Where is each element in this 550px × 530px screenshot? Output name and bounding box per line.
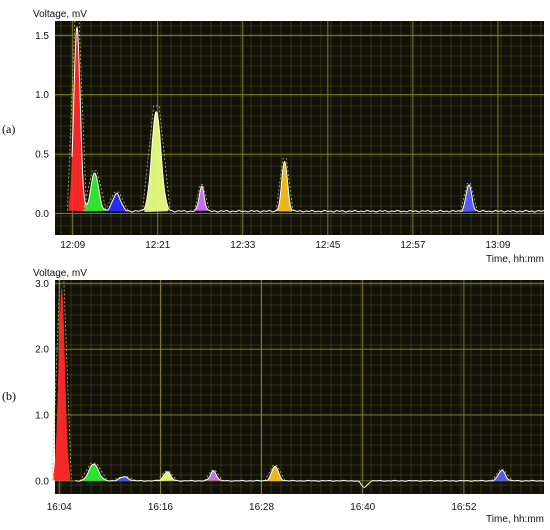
peak-area [106, 193, 127, 212]
peak-envelope [142, 105, 171, 212]
peak-envelope [67, 15, 87, 212]
peak-area [205, 470, 222, 481]
y-tick-label: 1.0 [35, 410, 49, 421]
panel-a-signal-line [71, 25, 544, 213]
y-tick-label: 2.0 [35, 345, 49, 356]
panel-b-y-ticks: 0.0 1.0 2.0 3.0 [35, 279, 49, 488]
x-tick-label: 12:57 [400, 240, 425, 251]
panel-b-xlabel: Time, hh:mm [486, 514, 544, 525]
x-tick-label: 16:52 [451, 502, 476, 513]
panel-b-signal-line [75, 463, 544, 488]
peak-area [195, 186, 209, 211]
panel-b-label: (b) [2, 389, 16, 403]
peak-envelope [51, 276, 72, 481]
panel-b: Voltage, mV (b) 0.01.02.03.0 16:04 16:16 1… [2, 268, 544, 525]
peak-area [84, 173, 105, 212]
y-tick-label: 0.0 [35, 209, 49, 220]
peak-envelope [82, 170, 107, 212]
panel-b-plot-area [55, 280, 544, 494]
peak-area [144, 111, 169, 212]
panel-a-y-ticks: 0.0 0.5 1.0 1.5 [35, 31, 49, 220]
panel-b-x-ticks: 16:04 16:16 16:28 16:40 16:52 [47, 502, 477, 513]
x-tick-label: 16:16 [148, 502, 173, 513]
y-tick-label: 1.5 [35, 31, 49, 42]
panel-a-peak-fills [68, 27, 477, 212]
peak-area [53, 288, 71, 481]
peak-area [266, 466, 284, 482]
x-tick-label: 13:09 [485, 240, 510, 251]
peak-area [277, 161, 292, 212]
y-tick-label: 3.0 [35, 279, 49, 290]
y-tick-label: 1.0 [35, 90, 49, 101]
peak-envelope [491, 469, 513, 482]
panel-a-plot-area [55, 21, 544, 235]
peak-envelope [79, 462, 109, 482]
x-tick-label: 16:28 [249, 502, 274, 513]
x-tick-label: 16:40 [350, 502, 375, 513]
x-tick-label: 12:09 [60, 240, 85, 251]
peak-area [68, 27, 86, 212]
x-tick-label: 12:33 [230, 240, 255, 251]
panel-a-label: (a) [2, 122, 15, 136]
y-tick-label: 0.5 [35, 150, 49, 161]
panel-a-ylabel: Voltage, mV [33, 9, 87, 20]
panel-a-x-ticks: 12:09 12:21 12:33 12:45 12:57 13:09 [60, 240, 511, 251]
panel-a-peak-envelopes [67, 15, 478, 212]
peak-area [81, 464, 106, 481]
peak-area [158, 471, 176, 481]
peak-envelope [193, 184, 210, 212]
panel-b-peak-fills [53, 288, 511, 482]
x-tick-label: 16:04 [47, 502, 72, 513]
panel-a-xlabel: Time, hh:mm [486, 254, 544, 265]
peak-envelope [104, 191, 129, 212]
peak-envelope [264, 465, 286, 481]
peak-area [493, 470, 511, 482]
peak-area [461, 184, 477, 212]
x-tick-label: 12:21 [145, 240, 170, 251]
panel-b-ylabel: Voltage, mV [33, 268, 87, 279]
panel-a: Voltage, mV (a) 0.00.51.01.5 12:09 12:21 1… [2, 9, 544, 265]
x-tick-label: 12:45 [315, 240, 340, 251]
y-tick-label: 0.0 [35, 476, 49, 487]
